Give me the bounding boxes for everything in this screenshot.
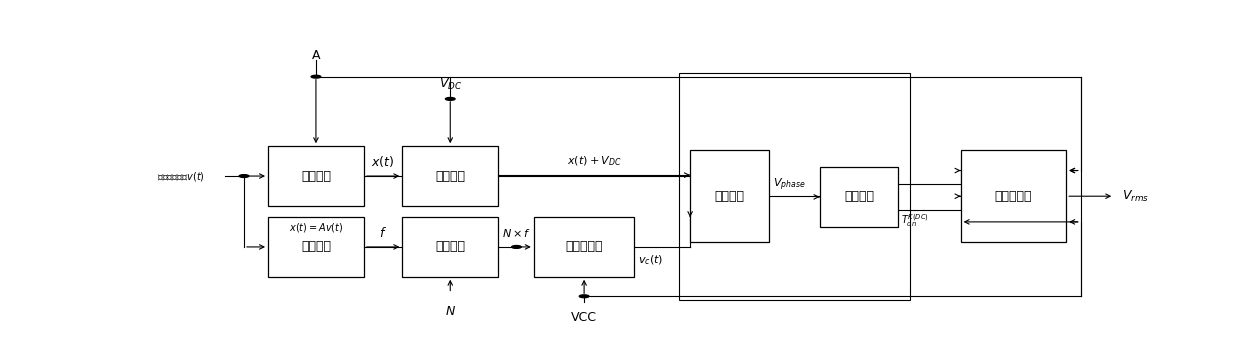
Bar (690, 150, 769, 242)
Text: A: A (312, 49, 321, 62)
Text: $x(t)=Av(t)$: $x(t)=Av(t)$ (288, 221, 343, 234)
Text: 逻辑比较: 逻辑比较 (714, 190, 744, 203)
Text: 乘法运算: 乘法运算 (436, 240, 465, 253)
Text: 待测周期信号$v(t)$: 待测周期信号$v(t)$ (157, 170, 204, 183)
Circle shape (239, 175, 249, 178)
Text: VCC: VCC (571, 311, 597, 324)
Text: $x(t)$: $x(t)$ (371, 154, 395, 169)
Text: $V_{phase}$: $V_{phase}$ (773, 177, 806, 193)
Bar (267, 217, 364, 277)
Text: $V_{DC}$: $V_{DC}$ (438, 77, 462, 92)
Text: 捕获运算: 捕获运算 (844, 190, 874, 203)
Circle shape (511, 245, 521, 248)
Text: $f$: $f$ (379, 226, 387, 240)
Text: $T_{on}^{K(DC)}$: $T_{on}^{K(DC)}$ (901, 212, 928, 229)
Text: 比例运算: 比例运算 (301, 170, 331, 183)
Text: $v_c(t)$: $v_c(t)$ (639, 254, 664, 268)
Text: $x(t)+V_{DC}$: $x(t)+V_{DC}$ (567, 155, 621, 168)
Circle shape (446, 97, 456, 100)
Circle shape (579, 295, 589, 298)
Text: $N$: $N$ (444, 305, 456, 318)
Circle shape (311, 75, 321, 78)
Text: $N\times f$: $N\times f$ (501, 227, 531, 239)
Text: $V_{rms}$: $V_{rms}$ (1122, 189, 1149, 204)
Bar (402, 146, 498, 206)
Text: 三角波发生: 三角波发生 (566, 240, 603, 253)
Bar (678, 73, 910, 300)
Bar (402, 217, 498, 277)
Bar (961, 150, 1066, 242)
Bar (267, 146, 364, 206)
Text: 加法运算: 加法运算 (436, 170, 465, 183)
Bar (534, 217, 635, 277)
Text: 频率计算: 频率计算 (301, 240, 331, 253)
Text: 有效值计算: 有效值计算 (994, 190, 1032, 203)
Bar (820, 167, 899, 227)
